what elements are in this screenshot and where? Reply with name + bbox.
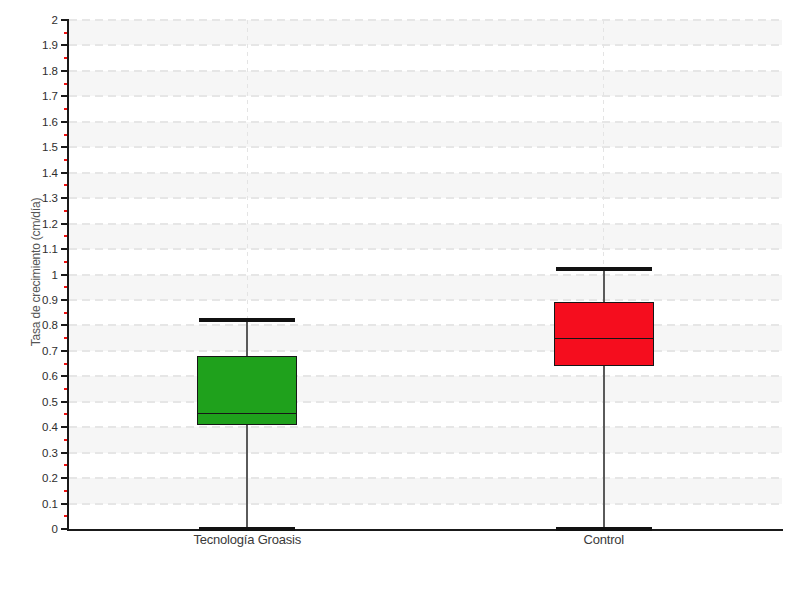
y-tick-label: 1	[0, 268, 58, 282]
y-tick-label: 0.9	[0, 293, 58, 307]
band	[69, 173, 782, 198]
y-tick-label: 0.4	[0, 420, 58, 434]
h-gridline	[69, 44, 782, 46]
band	[69, 71, 782, 96]
y-tick-label: 0.3	[0, 446, 58, 460]
y-tick-label: 0.1	[0, 497, 58, 511]
y-tick-label: 2	[0, 13, 58, 27]
y-tick-label: 1.3	[0, 191, 58, 205]
y-tick-label: 0.2	[0, 471, 58, 485]
h-gridline	[69, 324, 782, 326]
band	[69, 478, 782, 503]
h-gridline	[69, 401, 782, 403]
y-tick-label: 1.1	[0, 242, 58, 256]
y-tick-label: 0.6	[0, 369, 58, 383]
band	[69, 325, 782, 350]
median-line	[198, 413, 296, 415]
h-gridline	[69, 299, 782, 301]
category-label: Control	[583, 532, 624, 547]
h-gridline	[69, 375, 782, 377]
whisker-cap-high	[556, 267, 652, 271]
h-gridline	[69, 19, 782, 21]
y-tick-label: 1.4	[0, 166, 58, 180]
h-gridline	[69, 452, 782, 454]
y-axis-line	[67, 20, 69, 531]
whisker-cap-low	[199, 527, 295, 531]
median-line	[555, 338, 653, 340]
y-tick-label: 1.6	[0, 115, 58, 129]
y-tick-label: 0.8	[0, 318, 58, 332]
h-gridline	[69, 146, 782, 148]
h-gridline	[69, 503, 782, 505]
h-gridline	[69, 274, 782, 276]
y-tick-label: 1.8	[0, 64, 58, 78]
y-tick-label: 1.2	[0, 217, 58, 231]
h-gridline	[69, 121, 782, 123]
h-gridline	[69, 70, 782, 72]
y-tick-label: 1.7	[0, 89, 58, 103]
band	[69, 20, 782, 45]
h-gridline	[69, 172, 782, 174]
y-tick-label: 0	[0, 522, 58, 536]
plot-area: 0 0.1 0.2 0.3 0.4 0.5 0.6 0.7 0.8 0.9 1 1.1 1.2 1.3 1.…	[0, 0, 800, 600]
y-tick-label: 1.5	[0, 140, 58, 154]
h-gridline	[69, 223, 782, 225]
band	[69, 427, 782, 452]
band	[69, 224, 782, 249]
h-gridline	[69, 248, 782, 250]
category-label: Tecnología Groasis	[193, 532, 301, 547]
y-tick-label: 0.7	[0, 344, 58, 358]
h-gridline	[69, 350, 782, 352]
box	[197, 356, 297, 425]
whisker-cap-high	[199, 318, 295, 322]
h-gridline	[69, 426, 782, 428]
band	[69, 275, 782, 300]
whisker-cap-low	[556, 527, 652, 531]
y-tick-label: 0.5	[0, 395, 58, 409]
box	[554, 302, 654, 366]
boxplot-figure: Tasa de crecimiento (cm/día) 00.10.20.30…	[0, 0, 800, 600]
h-gridline	[69, 197, 782, 199]
band	[69, 122, 782, 147]
h-gridline	[69, 95, 782, 97]
x-axis-line	[67, 529, 783, 531]
band	[69, 376, 782, 401]
y-tick-label: 1.9	[0, 38, 58, 52]
whisker-line	[246, 320, 248, 529]
h-gridline	[69, 477, 782, 479]
